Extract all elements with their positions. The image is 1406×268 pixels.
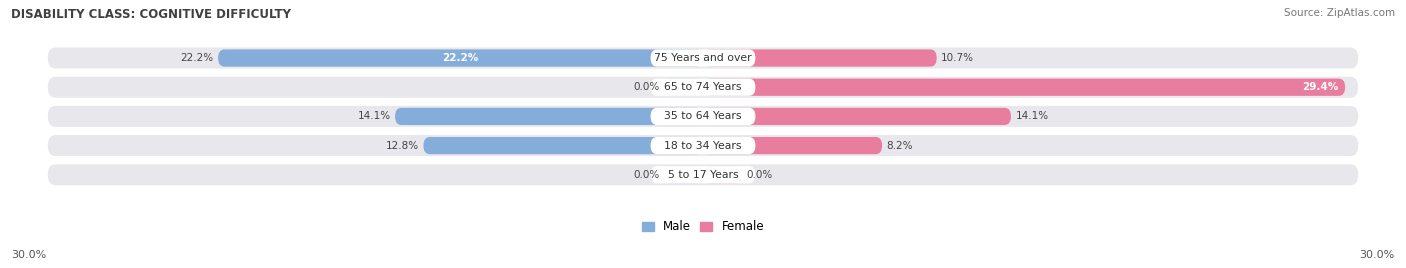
FancyBboxPatch shape — [48, 135, 1358, 156]
Legend: Male, Female: Male, Female — [641, 221, 765, 233]
FancyBboxPatch shape — [664, 166, 703, 183]
FancyBboxPatch shape — [48, 164, 1358, 185]
Text: 29.4%: 29.4% — [1302, 82, 1339, 92]
Text: 10.7%: 10.7% — [941, 53, 974, 63]
FancyBboxPatch shape — [651, 137, 755, 154]
Text: 75 Years and over: 75 Years and over — [654, 53, 752, 63]
Text: 0.0%: 0.0% — [633, 170, 659, 180]
FancyBboxPatch shape — [218, 49, 703, 67]
Text: 18 to 34 Years: 18 to 34 Years — [664, 141, 742, 151]
FancyBboxPatch shape — [395, 108, 703, 125]
Text: 14.1%: 14.1% — [1015, 111, 1049, 121]
Text: 30.0%: 30.0% — [11, 250, 46, 260]
FancyBboxPatch shape — [703, 108, 1011, 125]
Text: 0.0%: 0.0% — [747, 170, 773, 180]
Text: Source: ZipAtlas.com: Source: ZipAtlas.com — [1284, 8, 1395, 18]
Text: 65 to 74 Years: 65 to 74 Years — [664, 82, 742, 92]
Text: 0.0%: 0.0% — [633, 82, 659, 92]
FancyBboxPatch shape — [703, 166, 742, 183]
FancyBboxPatch shape — [703, 137, 882, 154]
Text: 12.8%: 12.8% — [385, 141, 419, 151]
Text: 8.2%: 8.2% — [886, 141, 912, 151]
FancyBboxPatch shape — [651, 79, 755, 96]
Text: 30.0%: 30.0% — [1360, 250, 1395, 260]
FancyBboxPatch shape — [48, 106, 1358, 127]
Text: 22.2%: 22.2% — [443, 53, 478, 63]
FancyBboxPatch shape — [664, 79, 703, 96]
Text: 5 to 17 Years: 5 to 17 Years — [668, 170, 738, 180]
FancyBboxPatch shape — [703, 49, 936, 67]
Text: 35 to 64 Years: 35 to 64 Years — [664, 111, 742, 121]
FancyBboxPatch shape — [651, 108, 755, 125]
Text: 22.2%: 22.2% — [180, 53, 214, 63]
FancyBboxPatch shape — [703, 79, 1346, 96]
FancyBboxPatch shape — [48, 77, 1358, 98]
FancyBboxPatch shape — [48, 47, 1358, 69]
FancyBboxPatch shape — [651, 166, 755, 183]
Text: 14.1%: 14.1% — [357, 111, 391, 121]
FancyBboxPatch shape — [423, 137, 703, 154]
Text: DISABILITY CLASS: COGNITIVE DIFFICULTY: DISABILITY CLASS: COGNITIVE DIFFICULTY — [11, 8, 291, 21]
FancyBboxPatch shape — [651, 49, 755, 67]
